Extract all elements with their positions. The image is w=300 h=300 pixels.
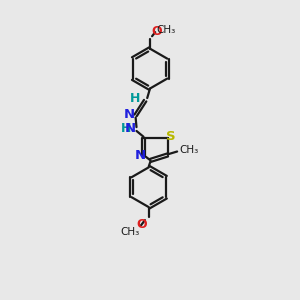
Text: N: N xyxy=(135,149,146,162)
Text: S: S xyxy=(166,130,175,143)
Text: CH₃: CH₃ xyxy=(180,145,199,155)
Text: O: O xyxy=(136,218,147,231)
Text: H: H xyxy=(130,92,140,105)
Text: CH₃: CH₃ xyxy=(156,26,175,35)
Text: H: H xyxy=(121,122,131,135)
Text: N: N xyxy=(124,108,135,121)
Text: N: N xyxy=(124,122,136,135)
Text: O: O xyxy=(151,25,162,38)
Text: CH₃: CH₃ xyxy=(121,226,140,236)
